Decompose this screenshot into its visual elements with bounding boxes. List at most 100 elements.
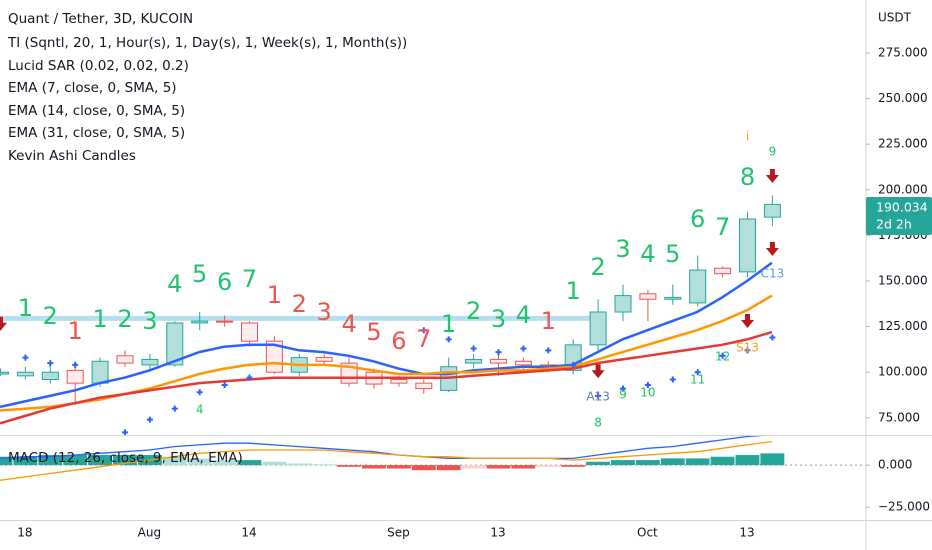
count-label: 11 [690, 373, 705, 387]
count-label: 3 [491, 305, 506, 333]
count-label: 5 [665, 240, 680, 268]
count-label: 9 [619, 388, 627, 402]
y-tick-label: 100.000 [878, 365, 928, 379]
y-tick-label: 275.000 [878, 46, 928, 60]
x-tick-label: Sep [387, 526, 410, 540]
sar-point [246, 374, 253, 381]
sar-point [595, 392, 602, 399]
macd-histogram-bar [212, 460, 237, 466]
count-label: 4 [196, 402, 204, 416]
candle-body [763, 203, 781, 218]
count-label: 6 [391, 327, 406, 355]
candle-body [315, 357, 333, 362]
count-label: 9 [769, 145, 777, 159]
sar-point [545, 347, 552, 354]
macd-histogram-bar [113, 455, 137, 466]
macd-histogram-bar [386, 465, 411, 469]
macd-histogram-bar [735, 455, 760, 466]
candle-body [639, 293, 657, 300]
macd-pane [0, 436, 866, 481]
macd-histogram-bar [586, 461, 610, 466]
candle-body [116, 355, 134, 364]
candle-body [689, 269, 707, 304]
x-tick-label: 14 [241, 526, 256, 540]
macd-histogram-bar [461, 465, 486, 469]
candle-body [0, 371, 9, 375]
candle-body [714, 267, 732, 275]
count-label: C13 [761, 267, 785, 281]
macd-histogram-bar [362, 465, 386, 469]
count-label: 1 [541, 307, 556, 335]
currency: USDT [878, 11, 912, 25]
macd-histogram-bar [237, 460, 262, 466]
x-tick-label: 13 [490, 526, 505, 540]
macd-histogram-bar [411, 465, 436, 471]
macd-histogram-bar [337, 465, 361, 467]
sar-point [744, 347, 751, 354]
macd-histogram-bar [611, 460, 635, 466]
count-label: 5 [192, 260, 207, 288]
candle-body [191, 320, 209, 324]
macd-histogram-bar [536, 465, 561, 467]
sar-point [47, 360, 54, 367]
count-label: 10 [640, 385, 655, 399]
macd-histogram-bar [486, 465, 511, 469]
legend-title: Quant / Tether, 3D, KUCOIN [8, 11, 193, 27]
y-tick-label: 75.000 [878, 410, 920, 424]
count-label: 7 [242, 265, 257, 293]
signal-arrow [591, 364, 605, 379]
sar-point [769, 334, 776, 341]
count-label: 4 [167, 270, 182, 298]
count-label: A13 [586, 390, 609, 404]
count-label: 4 [341, 310, 356, 338]
sar-point [620, 385, 626, 392]
count-label: 2 [466, 297, 481, 325]
y-tick-label: 200.000 [878, 182, 928, 196]
sar-point [719, 352, 726, 359]
x-tick-label: Oct [637, 526, 658, 540]
macd-histogram-bar [162, 456, 187, 466]
candle-body [16, 371, 34, 377]
count-label: 1 [18, 294, 33, 322]
last-price-box [866, 196, 932, 235]
candle-body [241, 322, 258, 342]
sar-point [420, 327, 427, 334]
signal-line [0, 440, 772, 481]
macd-histogram-bar [635, 460, 660, 466]
macd-line [0, 436, 764, 460]
candle-body [91, 360, 109, 384]
count-label: 8 [740, 163, 755, 191]
candle-body [739, 218, 756, 273]
count-label: 1 [267, 281, 282, 309]
macd-histogram-bar [262, 461, 287, 466]
sar-point [196, 389, 203, 396]
y-tick-label: 250.000 [878, 91, 928, 105]
count-label: 5 [366, 318, 381, 346]
macd-histogram-bar [760, 453, 785, 466]
sar-point [694, 369, 701, 376]
y-tick-label: 150.000 [878, 274, 928, 288]
candle-body [141, 358, 159, 366]
macd-histogram-bar [660, 458, 685, 466]
signal-arrow [0, 316, 7, 331]
y-tick-label: 125.000 [878, 319, 928, 333]
macd-histogram-bar [63, 455, 88, 466]
candle-body [614, 295, 632, 313]
macd-title: MACD (12, 26, close, 9, EMA, EMA) [8, 450, 243, 466]
sar-point [495, 349, 502, 356]
count-label: 7 [715, 213, 730, 241]
candle-body [216, 320, 234, 323]
macd-histogram-bar [0, 456, 13, 466]
legend: Quant / Tether, 3D, KUCOIN TI (Sqntl, 20… [7, 11, 407, 466]
count-label: 2 [43, 302, 58, 330]
legend-ema: EMA (31, close, 0, SMA, 5) [8, 125, 185, 141]
sar-point [22, 354, 29, 361]
candle-body [490, 358, 507, 364]
macd-histogram-bar [511, 465, 536, 469]
candle-body [415, 382, 433, 390]
candle-body [166, 322, 184, 366]
count-label: 2 [292, 290, 307, 318]
candle-body [41, 371, 59, 380]
